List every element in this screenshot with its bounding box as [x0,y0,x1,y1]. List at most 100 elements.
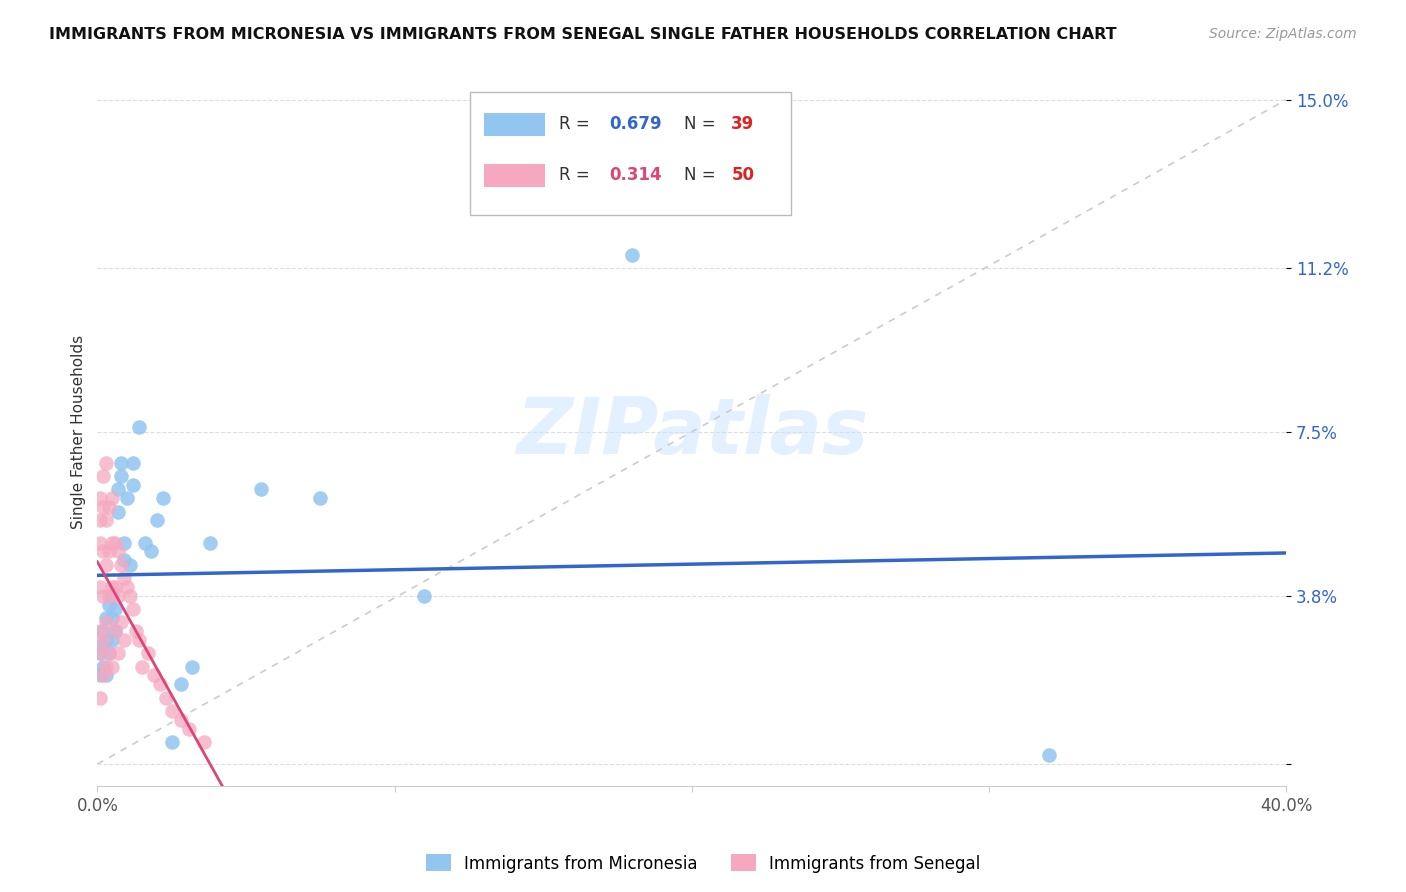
Point [621,247,644,261]
Point [112,535,135,549]
Point [89,690,111,705]
Point [89,580,111,594]
Text: R =: R = [560,166,589,185]
Text: Source: ZipAtlas.com: Source: ZipAtlas.com [1209,27,1357,41]
Point [91,637,114,651]
Point [91,659,114,673]
FancyBboxPatch shape [484,113,544,136]
Point [149,677,172,691]
Point [107,544,129,558]
Point [101,632,124,647]
Point [134,535,156,549]
Point [96,611,118,625]
Point [104,535,127,549]
Point [91,500,114,514]
Point [91,589,114,603]
Text: N =: N = [683,166,716,185]
Point [110,558,132,572]
Point [96,615,118,630]
Text: 0.314: 0.314 [609,166,661,185]
Text: N =: N = [683,115,716,133]
Point [98,646,121,660]
Point [91,544,114,558]
Point [91,668,114,682]
Point [122,456,145,470]
Point [118,589,141,603]
Point [96,632,118,647]
Point [110,456,132,470]
Point [131,659,153,673]
Point [181,659,204,673]
Point [101,611,124,625]
Point [101,659,124,673]
Point [101,589,124,603]
Point [96,558,118,572]
Point [101,535,124,549]
Point [98,598,121,612]
Text: 50: 50 [731,166,755,185]
Point [125,624,148,639]
Point [104,602,127,616]
Point [110,469,132,483]
Point [96,456,118,470]
Point [91,624,114,639]
Point [160,735,183,749]
Text: R =: R = [560,115,589,133]
Point [169,713,191,727]
Y-axis label: Single Father Households: Single Father Households [72,334,86,529]
Point [104,624,127,639]
FancyBboxPatch shape [484,164,544,186]
FancyBboxPatch shape [470,92,790,215]
Point [107,504,129,518]
Point [413,589,436,603]
Point [169,677,191,691]
Point [128,420,150,434]
Point [96,513,118,527]
Point [89,646,111,660]
Point [98,500,121,514]
Point [91,632,114,647]
Point [89,513,111,527]
Point [152,491,174,506]
Point [1038,748,1060,763]
Point [89,668,111,682]
Point [139,544,162,558]
Point [89,624,111,639]
Point [96,668,118,682]
Point [89,535,111,549]
Point [112,571,135,585]
Y-axis label: Single Father Households: Single Father Households [0,334,15,529]
Point [110,615,132,630]
Legend: Immigrants from Micronesia, Immigrants from Senegal: Immigrants from Micronesia, Immigrants f… [419,847,987,880]
Point [101,491,124,506]
Text: 0.679: 0.679 [609,115,661,133]
Point [128,632,150,647]
Point [107,589,129,603]
Point [122,478,145,492]
Text: 39: 39 [731,115,755,133]
Point [104,624,127,639]
Point [107,483,129,497]
Point [98,544,121,558]
Point [179,722,201,736]
Text: IMMIGRANTS FROM MICRONESIA VS IMMIGRANTS FROM SENEGAL SINGLE FATHER HOUSEHOLDS C: IMMIGRANTS FROM MICRONESIA VS IMMIGRANTS… [49,27,1116,42]
Point [98,589,121,603]
Point [142,668,165,682]
Point [250,483,273,497]
Point [101,580,124,594]
Point [155,690,177,705]
Point [89,491,111,506]
Point [89,646,111,660]
Point [98,646,121,660]
Point [160,704,183,718]
Point [107,646,129,660]
Point [112,553,135,567]
Point [104,580,127,594]
Point [115,580,138,594]
Point [309,491,332,506]
Point [91,469,114,483]
Point [146,513,169,527]
Point [200,535,222,549]
Point [112,632,135,647]
Point [193,735,215,749]
